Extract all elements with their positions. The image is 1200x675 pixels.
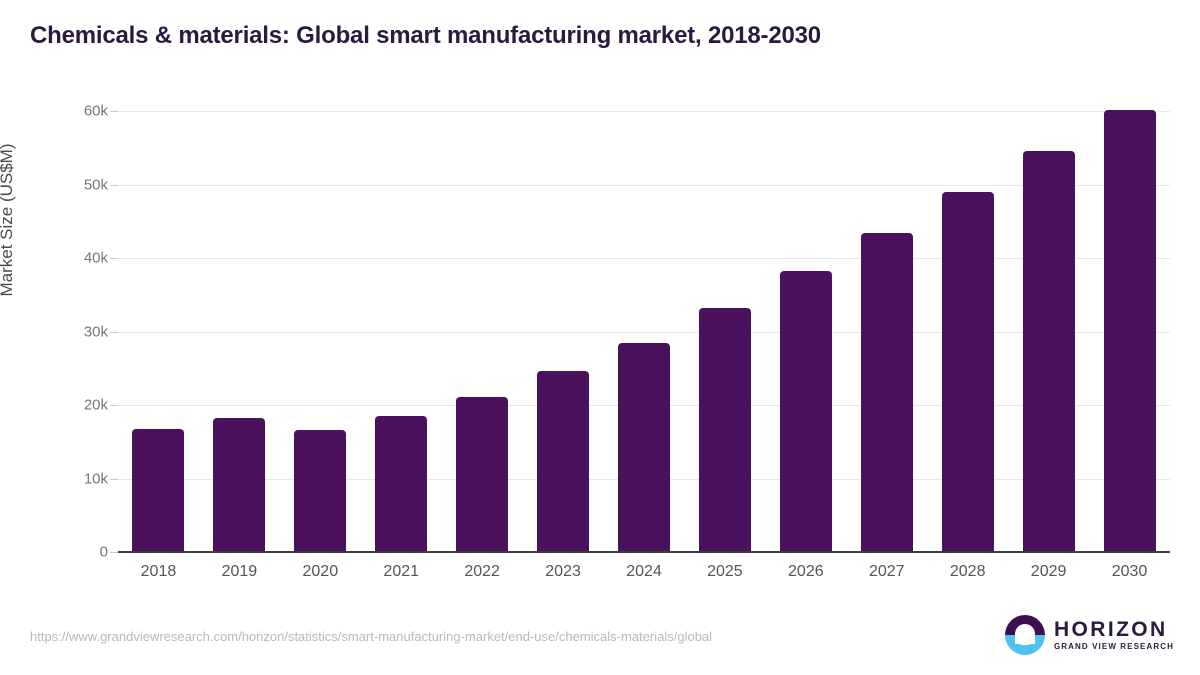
- bar-slot: [765, 111, 846, 552]
- y-axis-title: Market Size (US$M): [0, 143, 16, 297]
- bar-slot: [118, 111, 199, 552]
- bar-slot: [523, 111, 604, 552]
- bar-2025[interactable]: [698, 307, 751, 552]
- x-axis-tick-label: 2029: [1030, 563, 1067, 580]
- bar-2018[interactable]: [132, 428, 185, 552]
- x-axis-tick-label: 2020: [302, 563, 339, 580]
- horizon-logo-icon: [1004, 615, 1045, 655]
- bar-slot: [927, 111, 1008, 552]
- bar-slot: [361, 111, 442, 552]
- x-axis-tick-label: 2023: [545, 563, 581, 580]
- y-axis-tick-mark: [110, 478, 118, 480]
- bar-slot: [280, 111, 361, 552]
- bar-2024[interactable]: [617, 342, 670, 552]
- bar-slot: [442, 111, 523, 552]
- x-axis-tick-label: 2030: [1111, 563, 1148, 580]
- x-axis-tick-label: 2018: [140, 563, 177, 580]
- x-axis-tick-label: 2021: [383, 563, 420, 580]
- bar-2020[interactable]: [294, 430, 347, 552]
- horizon-logo: HORIZON GRAND VIEW RESEARCH: [1004, 615, 1174, 655]
- bar-2027[interactable]: [860, 233, 913, 552]
- y-axis-tick-label: 40k: [83, 249, 108, 267]
- y-axis-tick-mark: [110, 331, 118, 333]
- logo-ray-upper: [1016, 638, 1033, 640]
- y-axis-tick-mark: [110, 111, 118, 112]
- page-title: Chemicals & materials: Global smart manu…: [30, 22, 821, 49]
- y-axis-tick-label: 10k: [83, 470, 108, 487]
- gridline: [118, 184, 1170, 186]
- gridline: [118, 258, 1170, 259]
- x-axis-tick-label: 2027: [868, 563, 905, 580]
- y-axis-tick-mark: [110, 405, 118, 406]
- x-axis-tick-label: 2022: [464, 563, 500, 580]
- x-axis-tick-label: 2019: [221, 563, 258, 580]
- bar-2030[interactable]: [1103, 110, 1156, 552]
- bar-2021[interactable]: [375, 416, 428, 552]
- bar-slot: [684, 111, 765, 552]
- gridline: [118, 111, 1170, 112]
- y-axis-tick-mark: [110, 258, 118, 259]
- x-axis-labels: 2018 2019 2020 2021 2022 2023 2024 2025 2026 2027…: [118, 563, 1170, 581]
- x-axis-tick-label: 2028: [949, 563, 986, 580]
- y-axis-tick-mark: [110, 552, 118, 553]
- bar-2028[interactable]: [941, 191, 994, 552]
- x-axis-tick-label: 2026: [788, 563, 824, 580]
- y-axis-tick-label: 50k: [83, 176, 108, 193]
- bar-slot: [846, 111, 927, 552]
- bar-slot: [604, 111, 685, 552]
- logo-subtitle: GRAND VIEW RESEARCH: [1053, 642, 1174, 651]
- y-axis-tick-label: 30k: [83, 323, 108, 340]
- bar-2023[interactable]: [537, 371, 590, 552]
- y-axis-tick-label: 60k: [83, 102, 108, 120]
- y-axis-tick-label: 20k: [83, 396, 108, 414]
- bar-series: [118, 110, 1170, 552]
- bar-slot: [1089, 110, 1170, 552]
- x-axis-line: [118, 551, 1170, 553]
- bar-slot: [1008, 111, 1089, 552]
- logo-word: HORIZON: [1053, 618, 1168, 641]
- y-axis-tick-mark: [110, 184, 118, 186]
- bar-slot: [199, 111, 280, 552]
- y-axis-tick-label: 0: [99, 543, 108, 561]
- logo-ray-lower: [1020, 643, 1030, 645]
- logo-dome-shape: [1014, 624, 1035, 644]
- bar-2029[interactable]: [1022, 151, 1075, 552]
- bar-2022[interactable]: [456, 396, 509, 552]
- source-url[interactable]: https://www.grandviewresearch.com/horizo…: [30, 629, 713, 644]
- gridline: [118, 331, 1170, 333]
- x-axis-tick-label: 2025: [707, 563, 743, 580]
- x-axis-tick-label: 2024: [626, 563, 662, 580]
- bar-2019[interactable]: [213, 417, 266, 552]
- logo-wordmark: HORIZON GRAND VIEW RESEARCH: [1054, 619, 1174, 651]
- bar-2026[interactable]: [779, 271, 832, 552]
